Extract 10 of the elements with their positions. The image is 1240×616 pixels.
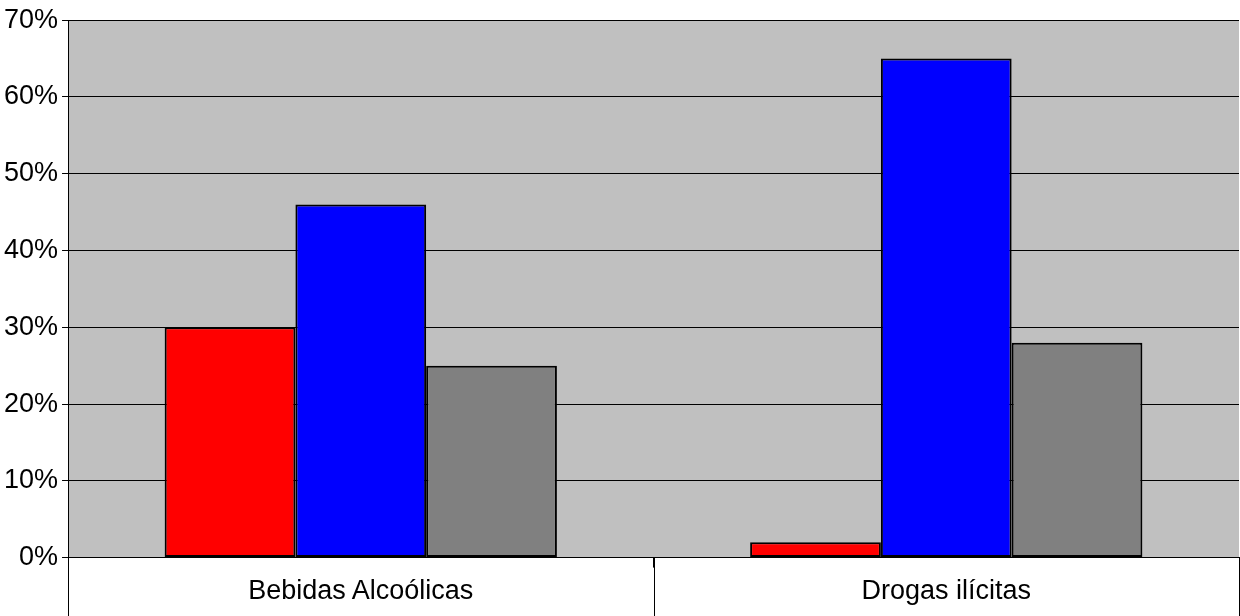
- y-tick-label: 70%: [3, 3, 59, 34]
- x-tick-label: Drogas ilícitas: [861, 575, 1032, 606]
- y-tick-label: 60%: [3, 80, 59, 111]
- y-tick-label: 20%: [3, 387, 59, 418]
- y-tick-label: 50%: [3, 157, 59, 188]
- y-tick-label: 30%: [3, 310, 59, 341]
- x-tick-label: Bebidas Alcoólicas: [248, 575, 474, 606]
- y-tick-label: 0%: [19, 541, 59, 572]
- y-tick-label: 40%: [3, 233, 59, 264]
- y-tick-label: 10%: [3, 464, 59, 495]
